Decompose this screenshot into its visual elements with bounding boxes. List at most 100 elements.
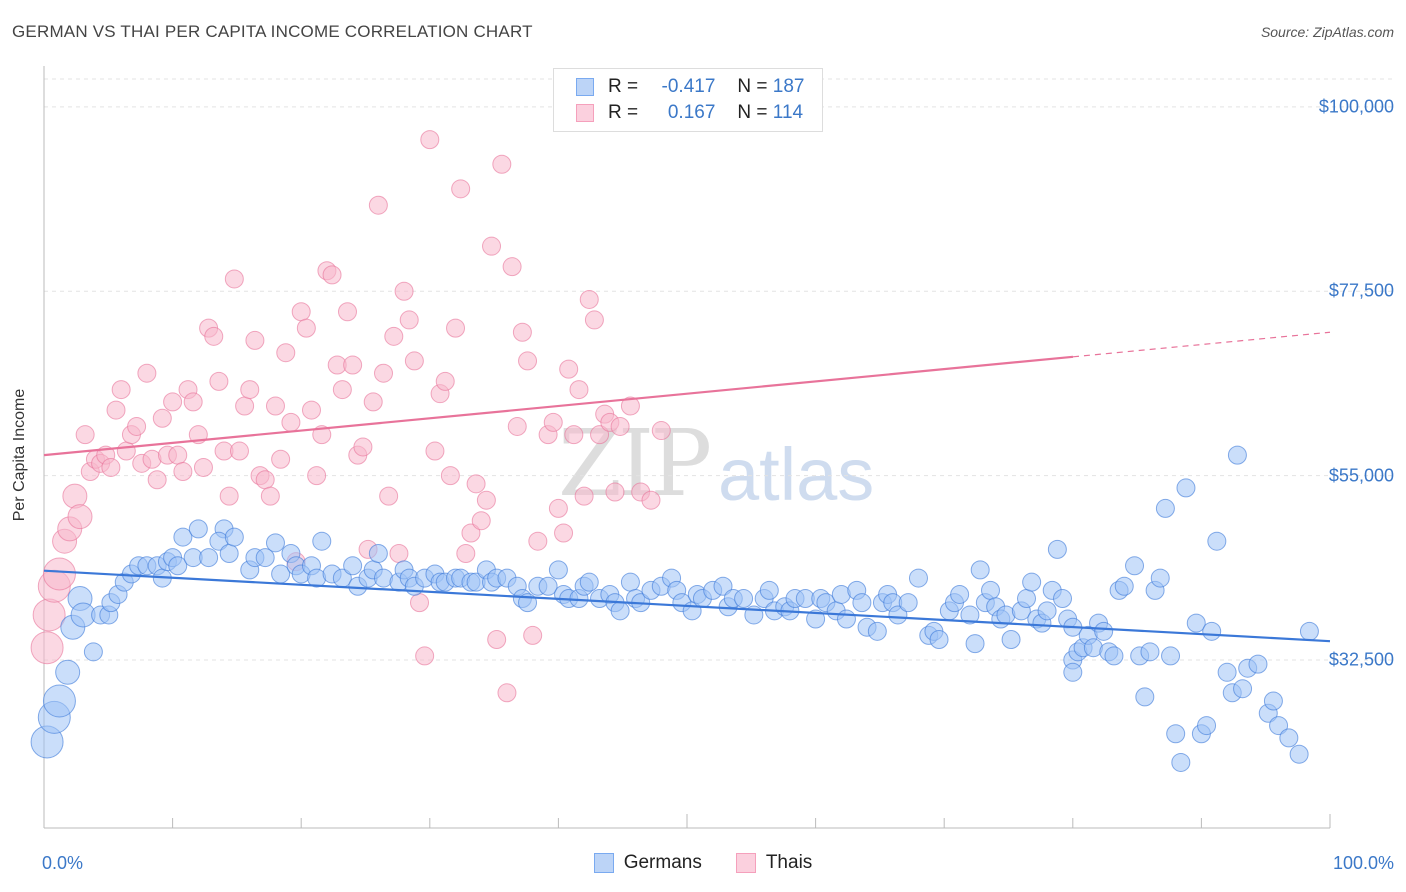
data-point [75, 425, 95, 445]
data-point [1001, 630, 1021, 650]
data-point [291, 302, 311, 322]
data-point [204, 326, 224, 346]
data-point [569, 380, 589, 400]
data-point [1166, 724, 1186, 744]
data-point [106, 400, 126, 420]
data-point [836, 609, 856, 629]
data-point [1094, 621, 1114, 641]
series-thais [30, 130, 671, 703]
data-point [543, 412, 563, 432]
data-point [1125, 556, 1145, 576]
data-point [713, 576, 733, 596]
data-point [970, 560, 990, 580]
data-point [379, 486, 399, 506]
data-point [584, 310, 604, 330]
r-label: R = [608, 76, 639, 97]
data-point [30, 631, 64, 665]
data-point [1140, 642, 1160, 662]
data-point [610, 601, 630, 621]
data-point [265, 396, 285, 416]
data-point [188, 519, 208, 539]
data-point [1197, 716, 1217, 736]
legend-item-thais[interactable]: Thais [735, 852, 813, 874]
data-point [590, 425, 610, 445]
data-point [337, 302, 357, 322]
data-point [502, 257, 522, 277]
data-point [271, 449, 291, 469]
r-value: 0.167 [667, 102, 716, 123]
data-point [404, 351, 424, 371]
data-point [620, 572, 640, 592]
data-point [240, 380, 260, 400]
data-point [219, 543, 239, 563]
legend-item-germans[interactable]: Germans [593, 852, 702, 874]
trend-line-thais [43, 355, 1074, 457]
trend-extension [1072, 331, 1331, 358]
y-tick-label: $77,500 [1328, 280, 1394, 301]
data-point [610, 416, 630, 436]
data-point [451, 179, 471, 199]
data-point [507, 416, 527, 436]
data-point [950, 584, 970, 604]
data-point [867, 621, 887, 641]
y-tick-label: $55,000 [1328, 465, 1394, 486]
data-point [579, 572, 599, 592]
data-point [229, 441, 249, 461]
data-point [1186, 613, 1206, 633]
data-point [554, 523, 574, 543]
legend-label-thais: Thais [765, 852, 813, 873]
data-point [980, 580, 1000, 600]
data-point [343, 355, 363, 375]
data-point [168, 445, 188, 465]
data-point [1217, 662, 1237, 682]
watermark-atlas: atlas [718, 433, 875, 516]
data-point [965, 634, 985, 654]
data-point [281, 412, 301, 432]
data-point [548, 498, 568, 518]
data-point [1233, 679, 1253, 699]
r-label: R = [608, 102, 639, 123]
data-point [384, 326, 404, 346]
data-point [374, 363, 394, 383]
y-axis-label: Per Capita Income [11, 388, 28, 522]
data-point [564, 425, 584, 445]
data-point [168, 556, 188, 576]
data-point [1299, 621, 1319, 641]
data-point [435, 371, 455, 391]
data-point [1017, 589, 1037, 609]
source-label: Source: ZipAtlas.com [1260, 24, 1394, 40]
data-point [415, 646, 435, 666]
n-value: 187 [772, 76, 805, 97]
data-point [276, 343, 296, 363]
data-point [389, 543, 409, 563]
data-point [193, 457, 213, 477]
data-point [312, 531, 332, 551]
data-point [446, 318, 466, 338]
data-point [759, 580, 779, 600]
data-point [1047, 539, 1067, 559]
data-point [173, 527, 193, 547]
data-point [1022, 572, 1042, 592]
legend-label-germans: Germans [623, 852, 702, 873]
data-point [255, 470, 275, 490]
data-point [62, 483, 88, 509]
stat-row-thais: R = 0.167 N = 114 [576, 102, 803, 124]
data-point [209, 371, 229, 391]
x-tick-label: 100.0% [1332, 853, 1394, 873]
data-point [1202, 621, 1222, 641]
x-tick-label: 0.0% [42, 853, 84, 873]
data-point [440, 466, 460, 486]
data-point [127, 416, 147, 436]
data-point [111, 380, 131, 400]
data-point [492, 154, 512, 174]
data-point [651, 421, 671, 441]
data-point [1207, 531, 1227, 551]
data-point [399, 310, 419, 330]
data-point [538, 576, 558, 596]
data-point [852, 593, 872, 613]
data-point [219, 486, 239, 506]
data-point [353, 437, 373, 457]
data-point [806, 609, 826, 629]
data-point [1263, 691, 1283, 711]
